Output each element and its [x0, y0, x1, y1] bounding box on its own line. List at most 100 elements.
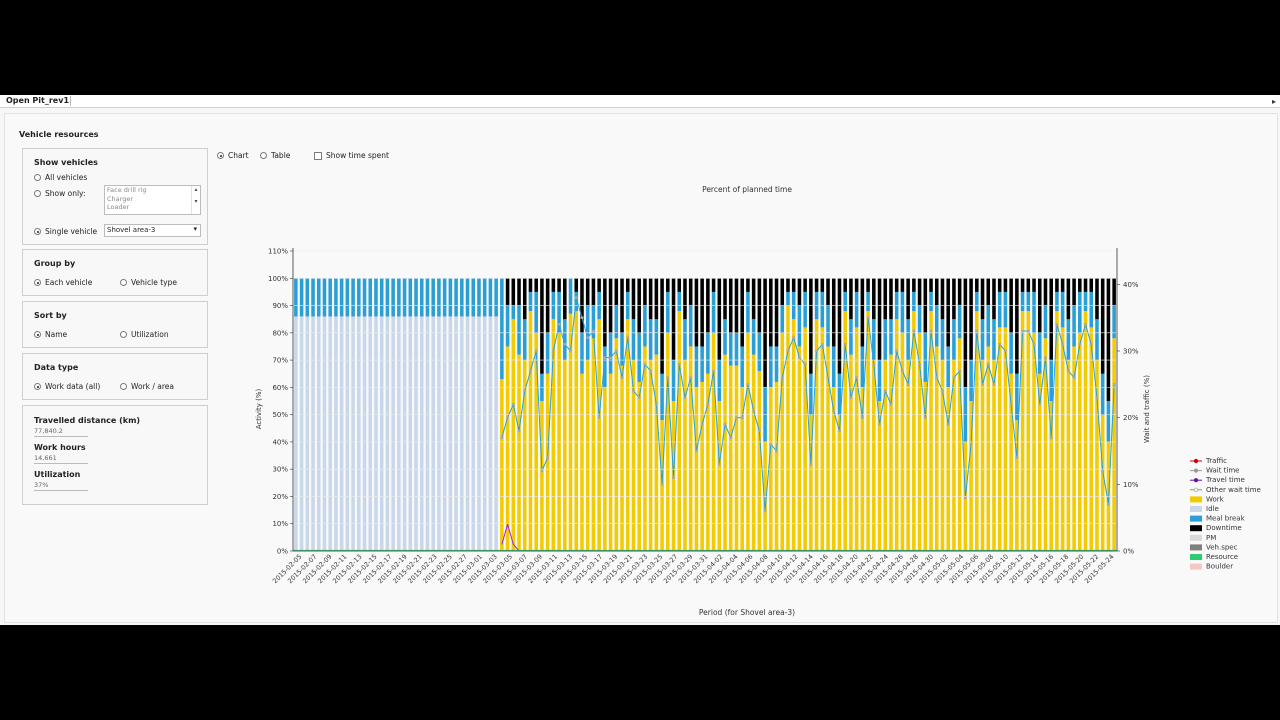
downtime-segment — [906, 278, 910, 320]
downtime-segment — [1072, 278, 1076, 306]
data-type-panel: Data type Work data (all) Work / area — [22, 353, 208, 400]
idle-segment — [419, 316, 424, 551]
downtime-segment — [688, 278, 693, 306]
wait-time-point — [918, 363, 921, 366]
meal-break-segment — [860, 346, 865, 388]
y-tick-label: 70% — [272, 357, 288, 365]
work-segment — [728, 365, 733, 551]
meal-break-segment — [751, 319, 756, 355]
chevron-up-icon[interactable]: ▴ — [194, 186, 198, 193]
legend-swatch — [1190, 534, 1202, 541]
work-segment — [625, 319, 630, 551]
downtime-segment — [557, 278, 561, 292]
downtime-segment — [786, 278, 790, 292]
idle-segment — [328, 316, 332, 551]
downtime-segment — [505, 278, 510, 306]
meal-break-segment — [534, 291, 538, 333]
work-segment — [505, 346, 510, 551]
sort-name-label: Name — [45, 330, 68, 339]
downtime-segment — [975, 278, 979, 292]
wait-time-point — [740, 416, 744, 419]
idle-segment — [368, 316, 373, 551]
radio-selected-icon — [34, 331, 41, 338]
legend-swatch — [1190, 525, 1202, 532]
data-work-area-radio[interactable]: Work / area — [120, 382, 174, 391]
list-item[interactable]: Charger — [107, 194, 133, 203]
wait-time-point — [935, 376, 939, 379]
wait-time-point — [563, 343, 567, 346]
wait-time-point — [517, 429, 521, 433]
meal-break-segment — [1009, 332, 1013, 374]
work-segment — [894, 319, 899, 551]
wait-time-point — [706, 403, 710, 406]
work-segment — [597, 319, 601, 551]
work-segment — [688, 346, 693, 551]
downtime-segment — [820, 278, 825, 292]
meal-break-segment — [351, 278, 355, 317]
work-segment — [580, 373, 584, 551]
wait-time-point — [592, 329, 595, 333]
single-vehicle-value: Shovel area-3 — [107, 226, 156, 234]
meal-break-segment — [637, 332, 641, 382]
work-segment — [511, 319, 516, 551]
meal-break-segment — [1072, 305, 1076, 347]
work-segment — [1112, 338, 1116, 551]
work-segment — [1060, 327, 1065, 551]
wait-time-point — [1078, 343, 1082, 346]
show-time-spent-checkbox[interactable]: Show time spent — [314, 151, 389, 160]
radio-selected-icon — [34, 383, 41, 390]
wait-time-point — [615, 349, 618, 353]
meal-break-segment — [1055, 291, 1059, 311]
meal-break-segment — [1095, 319, 1099, 361]
y2-tick-label: 30% — [1123, 348, 1139, 356]
single-vehicle-radio[interactable]: Single vehicle — [34, 227, 97, 236]
radio-selected-icon — [217, 152, 224, 159]
meal-break-segment — [1112, 305, 1116, 339]
list-item[interactable]: Face drill rig — [107, 186, 147, 194]
list-item[interactable]: Loader — [107, 203, 130, 211]
wait-time-point — [512, 403, 515, 406]
meal-break-segment — [500, 278, 504, 380]
group-each-vehicle-radio[interactable]: Each vehicle — [34, 278, 92, 287]
meal-break-segment — [923, 332, 928, 382]
vehicle-listbox[interactable]: Face drill rig Charger Loader ▴ ▾ — [104, 185, 201, 215]
work-segment — [1020, 311, 1025, 551]
all-vehicles-radio[interactable]: All vehicles — [34, 173, 87, 182]
single-vehicle-select[interactable]: Shovel area-3 ▾ — [104, 224, 201, 237]
work-segment — [1015, 420, 1019, 551]
meal-break-segment — [740, 346, 744, 388]
table-view-label: Table — [271, 151, 291, 160]
chevron-down-icon[interactable]: ▾ — [194, 198, 198, 205]
meal-break-segment — [1089, 291, 1094, 328]
downtime-segment — [534, 278, 538, 292]
scroll-right-icon[interactable]: ▸ — [1271, 97, 1276, 106]
sort-utilization-radio[interactable]: Utilization — [120, 330, 169, 339]
document-tab[interactable]: Open Pit_rev1 — [6, 96, 70, 105]
idle-segment — [322, 316, 327, 551]
data-work-all-radio[interactable]: Work data (all) — [34, 382, 100, 391]
legend-label: Traffic — [1205, 457, 1227, 465]
work-segment — [574, 311, 579, 551]
sort-name-radio[interactable]: Name — [34, 330, 67, 339]
work-segment — [591, 338, 596, 551]
downtime-segment — [809, 278, 813, 374]
meal-break-segment — [402, 278, 407, 317]
downtime-segment — [917, 278, 922, 306]
listbox-scrollbar[interactable]: ▴ ▾ — [191, 186, 200, 214]
work-segment — [923, 381, 928, 551]
chart-view-radio[interactable]: Chart — [217, 151, 249, 160]
table-view-radio[interactable]: Table — [260, 151, 290, 160]
idle-segment — [345, 316, 350, 551]
work-segment — [545, 373, 550, 551]
work-segment — [620, 365, 624, 551]
downtime-segment — [540, 278, 544, 374]
work-segment — [757, 371, 762, 551]
wait-time-point — [1009, 403, 1013, 406]
work-segment — [631, 360, 636, 551]
work-segment — [528, 311, 533, 551]
show-only-radio[interactable]: Show only: — [34, 189, 85, 198]
group-vehicle-type-radio[interactable]: Vehicle type — [120, 278, 177, 287]
wait-time-point — [849, 396, 853, 399]
downtime-segment — [803, 278, 807, 292]
meal-break-segment — [952, 319, 956, 361]
